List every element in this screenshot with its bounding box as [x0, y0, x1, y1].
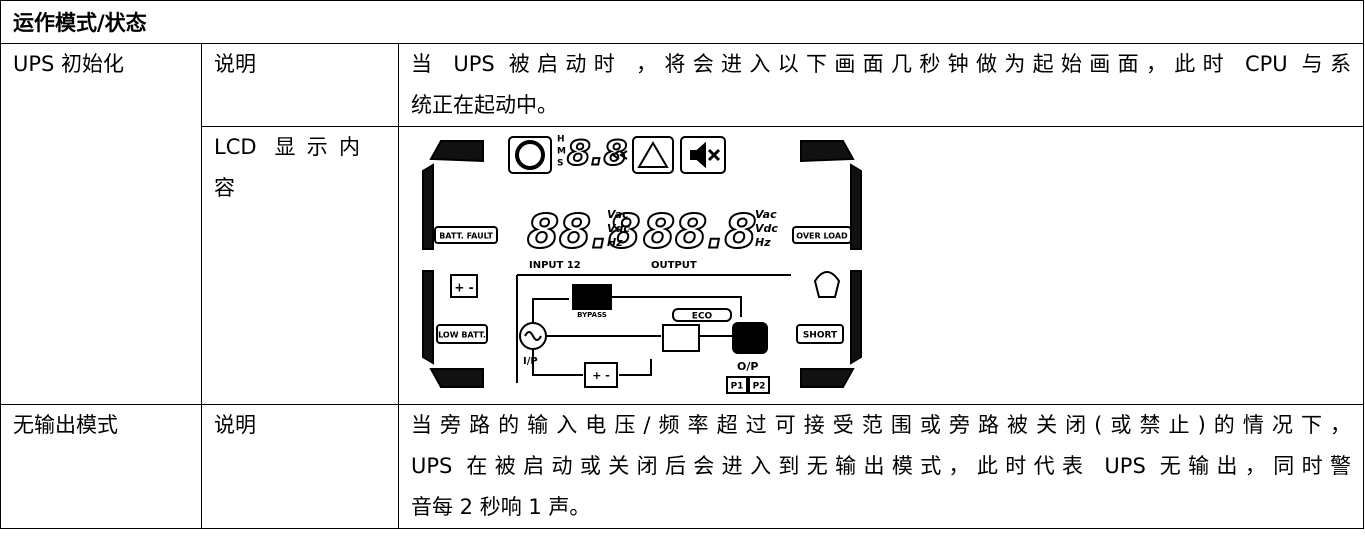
- lcd-label: S: [557, 159, 563, 169]
- lcd-label: O/P: [737, 360, 758, 373]
- lcd-label: P1: [731, 382, 744, 392]
- lcd-label: LOW BATT.: [438, 331, 486, 340]
- description: 当旁路的输入电压/频率超过可接受范围或旁路被关闭(或禁止)的情况下， UPS 在…: [398, 404, 1364, 529]
- text-line: 当旁路的输入电压/频率超过可接受范围或旁路被关闭(或禁止)的情况下，: [411, 413, 1351, 437]
- text-line: 音每 2 秒响 1 声。: [411, 495, 591, 519]
- lcd-label: + -: [592, 369, 610, 382]
- lcd-label: M: [557, 147, 566, 157]
- lcd-label: BATT. FAULT: [439, 232, 493, 241]
- table-title: 运作模式/状态: [0, 0, 1364, 44]
- lcd-label: H: [557, 135, 565, 145]
- lcd-unit: Vdc: [607, 222, 630, 235]
- lcd-label: ECO: [692, 312, 713, 322]
- lcd-cell: H M S 8.8 88.8 88.8 Vac Vdc Hz Vac Vdc H…: [398, 126, 1364, 405]
- lcd-unit: Vac: [755, 208, 777, 221]
- lcd-label: I/P: [523, 356, 538, 367]
- text-line: 统正在起动中。: [411, 93, 558, 117]
- description: 当 UPS 被启动时 ，将会进入以下画面几秒钟做为起始画面，此时 CPU 与系 …: [398, 43, 1364, 127]
- item-label: 说明: [201, 404, 399, 529]
- lcd-display: H M S 8.8 88.8 88.8 Vac Vdc Hz Vac Vdc H…: [422, 133, 862, 394]
- lcd-unit: Vac: [607, 208, 629, 221]
- text-line: 容: [214, 176, 235, 200]
- lcd-unit: Hz: [607, 236, 623, 249]
- mode-name: 无输出模式: [0, 404, 202, 529]
- lcd-label: INPUT 12: [529, 260, 581, 271]
- item-label: LCD 显示内 容: [201, 126, 399, 405]
- lcd-label: OUTPUT: [651, 260, 697, 271]
- item-label: 说明: [201, 43, 399, 127]
- lcd-digits: 88.8: [527, 205, 641, 259]
- lcd-unit: Vdc: [755, 222, 778, 235]
- lcd-label: SHORT: [803, 331, 838, 341]
- lcd-label: BYPASS: [577, 311, 607, 319]
- lcd-unit: Hz: [755, 236, 771, 249]
- text-line: 当 UPS 被启动时 ，将会进入以下画面几秒钟做为起始画面，此时 CPU 与系: [411, 52, 1351, 76]
- lcd-digits: 8.8: [567, 134, 627, 174]
- lcd-label: + -: [454, 281, 473, 295]
- text-line: LCD 显示内: [214, 135, 360, 159]
- text-line: UPS 在被启动或关闭后会进入到无输出模式，此时代表 UPS 无输出，同时警: [411, 454, 1351, 478]
- lcd-label: OVER LOAD: [796, 232, 848, 241]
- lcd-digits: 88.8: [643, 205, 757, 259]
- lcd-label: P2: [753, 382, 766, 392]
- mode-name: UPS 初始化: [0, 43, 202, 405]
